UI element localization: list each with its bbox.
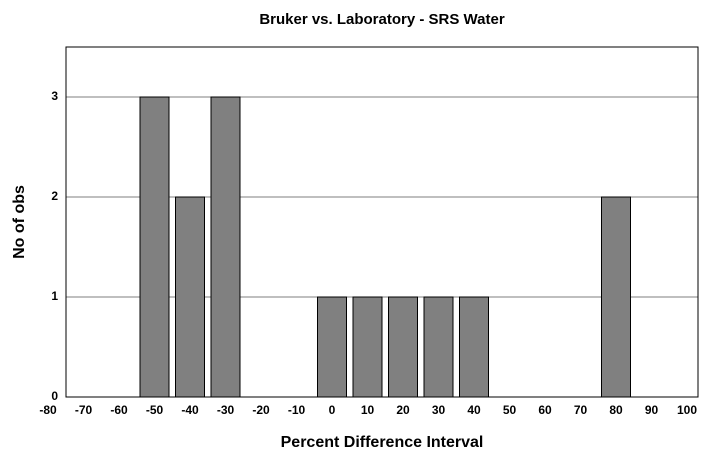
x-tick-label: -30 [217, 403, 235, 417]
x-tick-label: -40 [181, 403, 199, 417]
x-tick-label: 30 [432, 403, 446, 417]
bar [601, 196, 631, 398]
bar [388, 296, 418, 398]
y-tick-label: 3 [51, 89, 58, 103]
chart-title: Bruker vs. Laboratory - SRS Water [259, 11, 505, 28]
bar [210, 96, 241, 398]
x-tick-label: -10 [288, 403, 306, 417]
x-tick-label: 20 [396, 403, 410, 417]
x-tick-label: 100 [677, 403, 697, 417]
x-tick-label: 80 [609, 403, 623, 417]
x-tick-label: 0 [329, 403, 336, 417]
y-axis-label: No of obs [11, 185, 28, 259]
x-tick-label: -70 [75, 403, 93, 417]
y-tick-label: 1 [51, 289, 58, 303]
bar [352, 296, 383, 398]
bar [317, 296, 347, 398]
x-tick-label: 40 [467, 403, 481, 417]
x-axis-label: Percent Difference Interval [281, 434, 484, 451]
x-tick-label: 10 [361, 403, 375, 417]
x-tick-label: 90 [645, 403, 659, 417]
y-tick-label: 0 [51, 389, 58, 403]
x-tick-label: 60 [538, 403, 552, 417]
x-tick-label: -50 [146, 403, 164, 417]
x-tick-label: 50 [503, 403, 517, 417]
x-tick-label: -60 [110, 403, 128, 417]
bar [175, 196, 205, 398]
x-tick-label: 70 [574, 403, 588, 417]
bar [459, 296, 489, 398]
bar [139, 96, 170, 398]
x-tick-label: -80 [39, 403, 57, 417]
y-tick-label: 2 [51, 189, 58, 203]
bar [423, 296, 454, 398]
x-tick-label: -20 [252, 403, 270, 417]
